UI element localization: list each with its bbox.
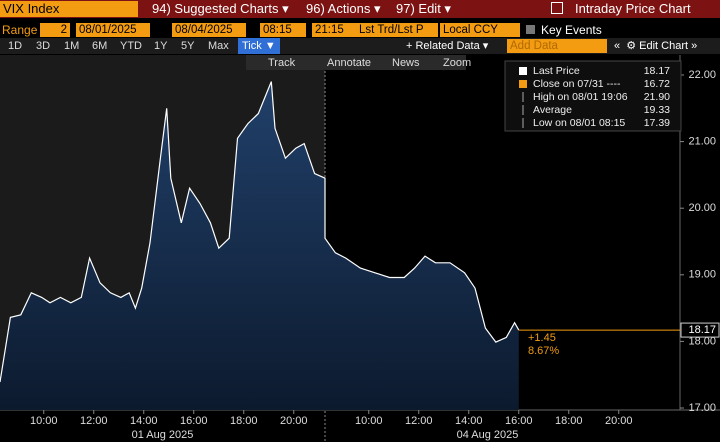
x-tick-label: 16:00: [180, 415, 208, 427]
legend-label: Low on 08/01 08:15: [533, 117, 625, 129]
menu[interactable]: 94) Suggested Charts ▾: [146, 0, 295, 18]
tool-label[interactable]: Track: [268, 57, 296, 69]
menu[interactable]: 96) Actions ▾: [300, 0, 387, 18]
legend-label: Average: [533, 104, 572, 116]
period-selected-label: Tick: [242, 40, 262, 52]
y-tick-label: 21.00: [688, 135, 716, 147]
period-button[interactable]: 3D: [36, 40, 51, 52]
x-tick-label: 18:00: [555, 415, 583, 427]
legend-swatch: [519, 67, 527, 75]
range-label: Range: [2, 23, 38, 37]
period-input[interactable]: 2: [40, 23, 70, 37]
y-tick-label: 17.00: [688, 402, 716, 414]
y-tick-label: 20.00: [688, 202, 716, 214]
period-selected[interactable]: Tick ▼: [238, 38, 280, 54]
price-area: [0, 81, 519, 410]
legend-label: Last Price: [533, 65, 580, 77]
legend-box: [504, 60, 682, 132]
date-label: 01 Aug 2025: [132, 429, 194, 441]
y-tick-label: 22.00: [688, 69, 716, 81]
popout-icon[interactable]: [551, 2, 563, 14]
tool-label[interactable]: News: [392, 57, 420, 69]
x-tick-label: 10:00: [30, 415, 58, 427]
add-data-input[interactable]: Add Data: [507, 39, 607, 53]
x-tick-label: 14:00: [455, 415, 483, 427]
key-events-label: Key Events: [541, 23, 602, 37]
tool-label[interactable]: Zoom: [443, 57, 471, 69]
last-price-box: [680, 322, 720, 338]
x-tick-label: 20:00: [280, 415, 308, 427]
end-date[interactable]: 08/04/2025: [172, 23, 246, 37]
price-line: [0, 81, 520, 383]
x-tick-label: 12:00: [405, 415, 433, 427]
period-button[interactable]: YTD: [120, 40, 142, 52]
title: Intraday Price Chart: [575, 1, 691, 16]
menu[interactable]: 97) Edit ▾: [390, 0, 457, 18]
tool-label[interactable]: Annotate: [327, 57, 371, 69]
legend-label: Close on 07/31 ----: [533, 78, 621, 90]
period-button[interactable]: 6M: [92, 40, 108, 52]
x-tick-label: 16:00: [505, 415, 533, 427]
legend-value: 17.39: [644, 117, 670, 129]
x-tick-label: 12:00: [80, 415, 108, 427]
legend-label: High on 08/01 19:06: [533, 91, 628, 103]
end-time[interactable]: 21:15: [312, 23, 356, 37]
last-price-label: 18.17: [688, 324, 716, 336]
period-button[interactable]: 1Y: [154, 40, 168, 52]
menu-label: 96) Actions: [306, 1, 371, 16]
edit-chart-label: Edit Chart: [639, 40, 689, 52]
start-date[interactable]: 08/01/2025: [76, 23, 150, 37]
period-button[interactable]: 1D: [8, 40, 23, 52]
start-time[interactable]: 08:15: [260, 23, 306, 37]
period-button[interactable]: 1M: [64, 40, 80, 52]
field-select[interactable]: Lst Trd/Lst P: [356, 23, 438, 37]
change-label: +1.45: [528, 332, 556, 344]
legend-value: 21.90: [644, 91, 670, 103]
security-input[interactable]: VIX Index: [0, 1, 138, 17]
menu-label: 94) Suggested Charts: [152, 1, 279, 16]
currency-select[interactable]: Local CCY: [440, 23, 520, 37]
legend-value: 16.72: [644, 78, 670, 90]
y-tick-label: 19.00: [688, 269, 716, 281]
x-tick-label: 20:00: [605, 415, 633, 427]
x-tick-label: 14:00: [130, 415, 158, 427]
period-button[interactable]: 5Y: [181, 40, 195, 52]
date-label: 04 Aug 2025: [457, 429, 519, 441]
change-pct-label: 8.67%: [528, 345, 559, 357]
tool-bar: [246, 55, 466, 70]
legend-swatch: [519, 80, 527, 88]
legend-value: 19.33: [644, 104, 670, 116]
related-data[interactable]: + Related Data ▾: [406, 40, 489, 52]
x-tick-label: 18:00: [230, 415, 258, 427]
menu-label: 97) Edit: [396, 1, 441, 16]
x-tick-label: 10:00: [355, 415, 383, 427]
period-button[interactable]: Max: [208, 40, 229, 52]
y-tick-label: 18.00: [688, 335, 716, 347]
edit-chart[interactable]: « ⚙ Edit Chart »: [614, 40, 698, 52]
related-label: + Related Data: [406, 40, 480, 52]
key-events[interactable]: Key Events: [526, 22, 602, 38]
window-title: Intraday Price Chart: [545, 0, 697, 18]
legend-value: 18.17: [644, 65, 670, 77]
